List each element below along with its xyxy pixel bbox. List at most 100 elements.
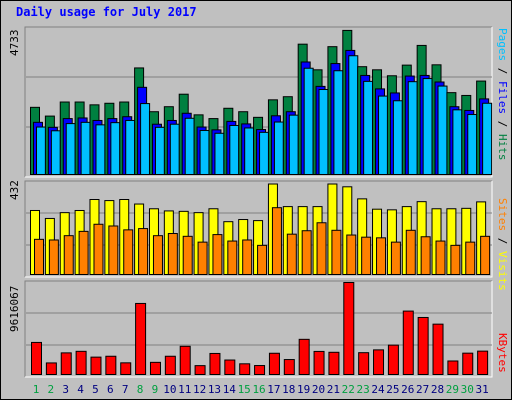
middle-panel-shadow <box>24 180 492 277</box>
kbytes-bar <box>60 352 72 376</box>
pages-bar <box>467 114 478 175</box>
bottom-panel-shadow <box>24 280 492 377</box>
pages-bar <box>273 121 284 175</box>
pages-bar <box>378 95 389 175</box>
pages-bar <box>482 102 493 175</box>
sites-bar <box>331 229 342 276</box>
day-label: 12 <box>193 383 206 396</box>
pages-bar <box>36 126 46 175</box>
day-label: 2 <box>48 383 55 396</box>
legend-separator: / <box>496 114 509 134</box>
bottom-panel <box>25 281 492 377</box>
pages-bar <box>318 89 329 175</box>
sites-bar <box>376 237 387 275</box>
pages-bar <box>80 121 91 175</box>
day-label: 7 <box>122 383 129 396</box>
kbytes-bar <box>402 310 414 375</box>
kbytes-bar <box>432 323 444 375</box>
bottom-panel-max-label: 9616067 <box>8 285 21 332</box>
pages-bar <box>288 114 299 175</box>
day-label: 6 <box>107 383 114 396</box>
sites-bar <box>123 229 134 276</box>
day-label: 25 <box>386 383 399 396</box>
day-label: 15 <box>238 383 251 396</box>
sites-bar <box>138 228 149 275</box>
sites-bar <box>212 234 223 276</box>
kbytes-bar <box>45 362 57 376</box>
pages-bar <box>303 67 314 175</box>
kbytes-bar <box>224 359 236 376</box>
day-label: 24 <box>371 383 385 396</box>
sites-bar <box>63 235 74 276</box>
kbytes-bar <box>254 365 266 375</box>
pages-bar <box>407 81 418 175</box>
kbytes-bar <box>417 316 429 375</box>
kbytes-bar <box>283 359 295 375</box>
day-label: 4 <box>77 383 84 396</box>
day-label: 5 <box>92 383 99 396</box>
kbytes-bar <box>75 350 87 375</box>
pages-bar <box>50 130 61 176</box>
kbytes-bar <box>373 349 385 376</box>
legend-files: Files <box>496 81 509 115</box>
bottom-panel-legend: KBytes <box>496 333 509 373</box>
day-label: 18 <box>282 383 295 396</box>
day-label: 14 <box>223 383 237 396</box>
pages-bar <box>363 80 374 175</box>
pages-bar <box>140 103 151 175</box>
sites-bar <box>480 235 491 275</box>
sites-bar <box>182 235 193 275</box>
kbytes-bar <box>149 361 161 376</box>
sites-bar <box>108 225 119 276</box>
kbytes-bar <box>31 341 42 375</box>
pages-bar <box>437 85 448 175</box>
kbytes-bar <box>105 355 117 376</box>
legend-hits: Hits <box>496 134 509 161</box>
day-label: 1 <box>33 383 40 396</box>
kbytes-bar <box>358 352 370 375</box>
day-label: 9 <box>152 383 159 396</box>
pages-bar <box>333 70 344 175</box>
pages-bar <box>184 117 195 175</box>
sites-bar <box>316 222 327 275</box>
day-label: 27 <box>416 383 429 396</box>
sites-bar <box>390 241 401 275</box>
pages-bar <box>259 131 270 176</box>
day-label: 17 <box>267 383 280 396</box>
day-label: 13 <box>208 383 221 396</box>
sites-bar <box>48 239 59 276</box>
pages-bar <box>65 123 76 175</box>
day-label: 29 <box>446 383 459 396</box>
sites-bar <box>257 244 268 276</box>
day-label: 10 <box>163 383 176 396</box>
pages-bar <box>392 100 403 175</box>
day-label: 31 <box>476 383 489 396</box>
legend-kbytes: KBytes <box>496 333 509 373</box>
day-label: 11 <box>178 383 191 396</box>
day-label: 26 <box>401 383 414 396</box>
kbytes-bar <box>343 282 355 375</box>
sites-bar <box>450 244 461 276</box>
sites-bar <box>197 241 208 275</box>
day-label: 28 <box>431 383 444 396</box>
pages-bar <box>199 129 210 176</box>
legend-separator: / <box>496 231 509 251</box>
sites-bar <box>420 236 431 275</box>
day-label: 16 <box>252 383 265 396</box>
pages-bar <box>125 119 136 176</box>
kbytes-bar <box>328 351 340 376</box>
legend-sites: Sites <box>496 198 509 232</box>
kbytes-bar <box>135 302 147 375</box>
legend-pages: Pages <box>496 28 509 62</box>
middle-panel-legend: Sites / Visits <box>496 198 509 291</box>
top-panel-shadow <box>24 26 492 177</box>
legend-separator: / <box>496 61 509 81</box>
sites-bar <box>361 236 372 275</box>
pages-bar <box>229 124 240 175</box>
chart-title: Daily usage for July 2017 <box>16 5 197 19</box>
pages-bar <box>348 55 359 176</box>
sites-bar <box>435 240 446 275</box>
kbytes-bar <box>477 350 489 376</box>
day-label: 19 <box>297 383 310 396</box>
